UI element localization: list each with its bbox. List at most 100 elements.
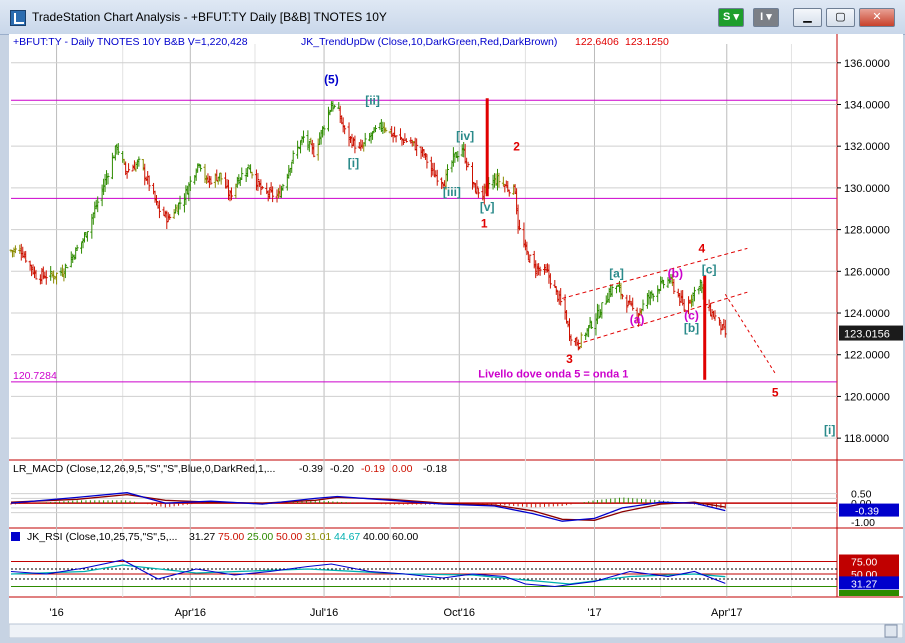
rsi-value: 40.00 xyxy=(363,531,389,543)
macd-last-flag xyxy=(839,503,899,517)
price-bar xyxy=(199,164,203,172)
maximize-icon: ▢ xyxy=(835,11,846,23)
price-bar xyxy=(415,138,419,157)
macd-value: -0.19 xyxy=(361,463,385,475)
price-bar xyxy=(401,138,405,145)
price-bar xyxy=(332,104,336,109)
wave-label: [c] xyxy=(702,262,717,276)
rsi-value: 50.00 xyxy=(276,531,302,543)
close-button[interactable]: ✕ xyxy=(859,8,895,27)
wave-label: (c) xyxy=(684,308,699,322)
macd-value: -0.39 xyxy=(299,463,323,475)
price-bar xyxy=(476,187,480,198)
macd-tick-label: 0.50 xyxy=(851,489,872,501)
chevron-down-icon: ▾ xyxy=(733,11,739,23)
price-tick-label: 126.0000 xyxy=(844,266,890,278)
price-bar xyxy=(363,132,367,147)
price-bar xyxy=(600,302,604,319)
price-bar xyxy=(672,278,676,295)
price-bar xyxy=(34,269,38,280)
price-bar xyxy=(256,173,260,192)
rsi-flag xyxy=(839,554,899,568)
symbol-link-button[interactable]: S ▾ xyxy=(718,8,744,27)
scrollbar-arrow[interactable] xyxy=(884,624,898,638)
price-bar xyxy=(250,171,254,179)
horizontal-scrollbar[interactable] xyxy=(8,623,904,639)
minimize-icon: ▁ xyxy=(803,11,812,23)
price-bar xyxy=(435,169,439,186)
price-bar xyxy=(353,135,357,154)
chart-header-indicator: JK_TrendUpDw (Close,10,DarkGreen,Red,Dar… xyxy=(301,36,557,48)
rsi-value: 25.00 xyxy=(247,531,273,543)
price-bar xyxy=(538,266,542,276)
rsi-tick-label: 31.27 xyxy=(851,578,877,590)
chart-area[interactable]: 136.0000 134.0000 132.0000 130.0000 128.0000… xyxy=(8,34,904,639)
level-annotation: Livello dove onda 5 = onda 1 xyxy=(478,369,628,381)
chart-header-symbol: +BFUT:TY - Daily TNOTES 10Y B&B V=1,220,… xyxy=(13,36,248,48)
wave-channel-line xyxy=(576,291,748,345)
price-bar xyxy=(259,179,263,195)
macd-tick-label: -1.00 xyxy=(851,517,875,529)
wave-label: 3 xyxy=(566,352,573,366)
rsi-tick-label: 75.00 xyxy=(851,557,877,569)
chart-svg[interactable]: 136.0000 134.0000 132.0000 130.0000 128.0000… xyxy=(8,34,904,639)
price-bar xyxy=(331,100,335,112)
rsi-color-swatch xyxy=(11,532,20,541)
price-bar xyxy=(656,285,660,303)
maximize-button[interactable]: ▢ xyxy=(826,8,855,27)
time-axis-label: '17 xyxy=(587,607,601,619)
price-bar xyxy=(569,334,573,346)
chart-header-value: 123.1250 xyxy=(625,36,669,48)
wave-label: 2 xyxy=(513,139,520,153)
price-bar xyxy=(625,294,629,313)
price-bar xyxy=(65,266,69,269)
minimize-button[interactable]: ▁ xyxy=(793,8,822,27)
price-bar xyxy=(127,163,131,173)
rsi-flag xyxy=(839,576,899,590)
price-bar xyxy=(631,297,635,311)
price-tick-label: 124.0000 xyxy=(844,308,890,320)
price-bar xyxy=(343,125,347,135)
wave-label: 5 xyxy=(772,385,779,399)
price-bar xyxy=(554,286,558,295)
price-bar xyxy=(497,172,501,188)
price-bar xyxy=(579,332,583,348)
rsi-value: 44.67 xyxy=(334,531,360,543)
price-bar xyxy=(106,173,110,185)
price-bar xyxy=(590,321,594,329)
wave-label: [a] xyxy=(609,267,624,281)
wave-label: [ii] xyxy=(365,93,380,107)
interval-link-button[interactable]: I ▾ xyxy=(753,8,779,27)
price-bar xyxy=(682,299,686,312)
rsi-line xyxy=(10,559,726,588)
time-axis-label: Apr'17 xyxy=(711,607,742,619)
last-price-flag xyxy=(839,325,903,341)
price-bar xyxy=(209,176,213,185)
rsi-value: 75.00 xyxy=(218,531,244,543)
price-bar xyxy=(147,175,151,191)
price-tick-label: 118.0000 xyxy=(844,433,889,445)
chart-app-icon xyxy=(10,10,26,26)
macd-label: LR_MACD (Close,12,26,9,5,"S","S",Blue,0,… xyxy=(13,463,275,475)
price-bar xyxy=(281,183,285,191)
price-tick-label: 120.0000 xyxy=(844,391,890,403)
time-axis-label: '16 xyxy=(49,607,63,619)
symbol-link-label: S xyxy=(723,11,731,23)
price-bar xyxy=(373,125,377,133)
rsi-value: 31.01 xyxy=(305,531,331,543)
price-bar xyxy=(466,161,470,168)
wave-label: (a) xyxy=(630,312,645,326)
price-bar xyxy=(229,187,233,201)
macd-value: -0.20 xyxy=(330,463,354,475)
price-bar xyxy=(322,125,326,136)
price-bar xyxy=(124,161,128,176)
rsi-value: 31.27 xyxy=(189,531,215,543)
price-bar xyxy=(662,279,666,289)
close-icon: ✕ xyxy=(872,11,882,23)
price-bar xyxy=(13,245,17,254)
price-bar xyxy=(137,156,141,167)
rsi-flag-green xyxy=(839,590,899,596)
price-bar xyxy=(260,185,264,189)
rsi-value: 60.00 xyxy=(392,531,418,543)
price-bar xyxy=(75,244,79,251)
